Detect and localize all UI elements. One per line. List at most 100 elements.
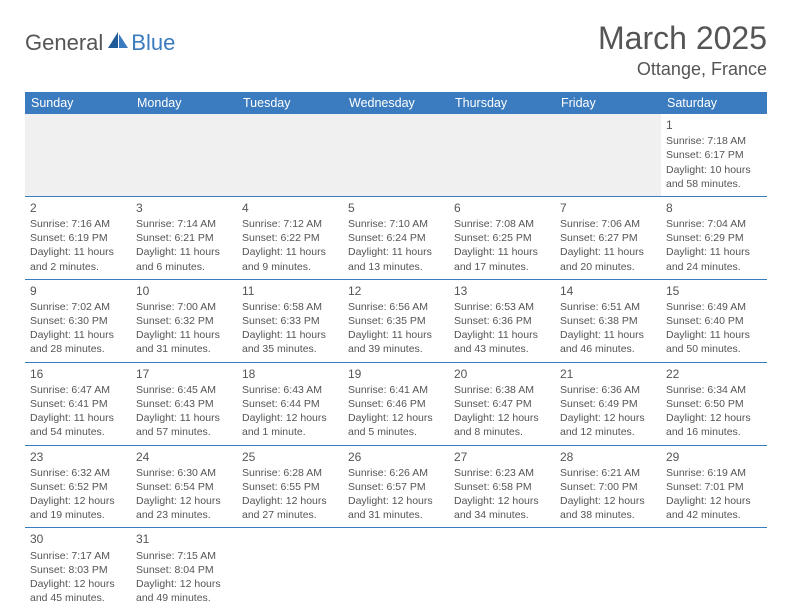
sunrise-text: Sunrise: 6:53 AM: [454, 300, 550, 314]
day-header: Monday: [131, 92, 237, 114]
calendar-cell: 5Sunrise: 7:10 AMSunset: 6:24 PMDaylight…: [343, 196, 449, 279]
day-number: 22: [666, 366, 762, 382]
sunset-text: Sunset: 6:22 PM: [242, 231, 338, 245]
day-number: 10: [136, 283, 232, 299]
sunrise-text: Sunrise: 7:00 AM: [136, 300, 232, 314]
sunset-text: Sunset: 6:43 PM: [136, 397, 232, 411]
sunrise-text: Sunrise: 6:30 AM: [136, 466, 232, 480]
day-number: 18: [242, 366, 338, 382]
day-number: 17: [136, 366, 232, 382]
daylight-text: Daylight: 12 hours and 8 minutes.: [454, 411, 550, 439]
calendar-week: 30Sunrise: 7:17 AMSunset: 8:03 PMDayligh…: [25, 528, 767, 610]
logo-text-blue: Blue: [131, 30, 175, 56]
sunset-text: Sunset: 6:52 PM: [30, 480, 126, 494]
sunrise-text: Sunrise: 6:41 AM: [348, 383, 444, 397]
sunrise-text: Sunrise: 7:14 AM: [136, 217, 232, 231]
logo-sail-icon: [107, 31, 129, 49]
sunset-text: Sunset: 6:35 PM: [348, 314, 444, 328]
daylight-text: Daylight: 11 hours and 20 minutes.: [560, 245, 656, 273]
title-block: March 2025 Ottange, France: [598, 20, 767, 80]
calendar-cell: 24Sunrise: 6:30 AMSunset: 6:54 PMDayligh…: [131, 445, 237, 528]
day-header: Wednesday: [343, 92, 449, 114]
sunrise-text: Sunrise: 6:28 AM: [242, 466, 338, 480]
sunset-text: Sunset: 7:00 PM: [560, 480, 656, 494]
sunrise-text: Sunrise: 6:58 AM: [242, 300, 338, 314]
daylight-text: Daylight: 11 hours and 43 minutes.: [454, 328, 550, 356]
daylight-text: Daylight: 11 hours and 6 minutes.: [136, 245, 232, 273]
daylight-text: Daylight: 12 hours and 45 minutes.: [30, 577, 126, 605]
daylight-text: Daylight: 11 hours and 31 minutes.: [136, 328, 232, 356]
daylight-text: Daylight: 12 hours and 16 minutes.: [666, 411, 762, 439]
sunrise-text: Sunrise: 6:21 AM: [560, 466, 656, 480]
calendar-week: 9Sunrise: 7:02 AMSunset: 6:30 PMDaylight…: [25, 279, 767, 362]
sunrise-text: Sunrise: 6:38 AM: [454, 383, 550, 397]
daylight-text: Daylight: 12 hours and 38 minutes.: [560, 494, 656, 522]
calendar-cell: 3Sunrise: 7:14 AMSunset: 6:21 PMDaylight…: [131, 196, 237, 279]
daylight-text: Daylight: 11 hours and 57 minutes.: [136, 411, 232, 439]
calendar-cell: [555, 528, 661, 610]
day-number: 31: [136, 531, 232, 547]
sunset-text: Sunset: 6:24 PM: [348, 231, 444, 245]
sunset-text: Sunset: 6:21 PM: [136, 231, 232, 245]
day-number: 4: [242, 200, 338, 216]
sunset-text: Sunset: 6:47 PM: [454, 397, 550, 411]
day-number: 12: [348, 283, 444, 299]
sunset-text: Sunset: 6:19 PM: [30, 231, 126, 245]
day-number: 13: [454, 283, 550, 299]
sunrise-text: Sunrise: 6:32 AM: [30, 466, 126, 480]
calendar-cell: 19Sunrise: 6:41 AMSunset: 6:46 PMDayligh…: [343, 362, 449, 445]
sunrise-text: Sunrise: 6:56 AM: [348, 300, 444, 314]
location: Ottange, France: [598, 59, 767, 80]
sunset-text: Sunset: 6:49 PM: [560, 397, 656, 411]
calendar-cell: [555, 114, 661, 196]
day-header-row: SundayMondayTuesdayWednesdayThursdayFrid…: [25, 92, 767, 114]
day-number: 6: [454, 200, 550, 216]
calendar-cell: [237, 114, 343, 196]
calendar-cell: [449, 528, 555, 610]
daylight-text: Daylight: 12 hours and 31 minutes.: [348, 494, 444, 522]
calendar-cell: 10Sunrise: 7:00 AMSunset: 6:32 PMDayligh…: [131, 279, 237, 362]
daylight-text: Daylight: 11 hours and 50 minutes.: [666, 328, 762, 356]
day-number: 27: [454, 449, 550, 465]
calendar-cell: 27Sunrise: 6:23 AMSunset: 6:58 PMDayligh…: [449, 445, 555, 528]
daylight-text: Daylight: 11 hours and 28 minutes.: [30, 328, 126, 356]
day-number: 11: [242, 283, 338, 299]
calendar-cell: 18Sunrise: 6:43 AMSunset: 6:44 PMDayligh…: [237, 362, 343, 445]
sunset-text: Sunset: 6:33 PM: [242, 314, 338, 328]
day-number: 28: [560, 449, 656, 465]
sunset-text: Sunset: 8:04 PM: [136, 563, 232, 577]
sunset-text: Sunset: 6:27 PM: [560, 231, 656, 245]
calendar-cell: 7Sunrise: 7:06 AMSunset: 6:27 PMDaylight…: [555, 196, 661, 279]
sunset-text: Sunset: 6:40 PM: [666, 314, 762, 328]
daylight-text: Daylight: 11 hours and 46 minutes.: [560, 328, 656, 356]
sunrise-text: Sunrise: 7:08 AM: [454, 217, 550, 231]
sunrise-text: Sunrise: 7:15 AM: [136, 549, 232, 563]
daylight-text: Daylight: 11 hours and 54 minutes.: [30, 411, 126, 439]
sunrise-text: Sunrise: 6:36 AM: [560, 383, 656, 397]
day-number: 29: [666, 449, 762, 465]
daylight-text: Daylight: 10 hours and 58 minutes.: [666, 163, 762, 191]
sunset-text: Sunset: 6:30 PM: [30, 314, 126, 328]
sunrise-text: Sunrise: 6:26 AM: [348, 466, 444, 480]
calendar-cell: 26Sunrise: 6:26 AMSunset: 6:57 PMDayligh…: [343, 445, 449, 528]
day-number: 30: [30, 531, 126, 547]
calendar-body: 1Sunrise: 7:18 AMSunset: 6:17 PMDaylight…: [25, 114, 767, 610]
sunset-text: Sunset: 6:54 PM: [136, 480, 232, 494]
sunrise-text: Sunrise: 7:04 AM: [666, 217, 762, 231]
day-header: Sunday: [25, 92, 131, 114]
calendar-table: SundayMondayTuesdayWednesdayThursdayFrid…: [25, 92, 767, 610]
day-header: Saturday: [661, 92, 767, 114]
day-number: 23: [30, 449, 126, 465]
sunset-text: Sunset: 6:17 PM: [666, 148, 762, 162]
day-number: 2: [30, 200, 126, 216]
calendar-cell: 13Sunrise: 6:53 AMSunset: 6:36 PMDayligh…: [449, 279, 555, 362]
calendar-cell: 16Sunrise: 6:47 AMSunset: 6:41 PMDayligh…: [25, 362, 131, 445]
sunset-text: Sunset: 6:50 PM: [666, 397, 762, 411]
daylight-text: Daylight: 11 hours and 39 minutes.: [348, 328, 444, 356]
sunrise-text: Sunrise: 7:10 AM: [348, 217, 444, 231]
day-number: 8: [666, 200, 762, 216]
day-number: 26: [348, 449, 444, 465]
sunrise-text: Sunrise: 6:23 AM: [454, 466, 550, 480]
calendar-cell: [661, 528, 767, 610]
sunrise-text: Sunrise: 7:16 AM: [30, 217, 126, 231]
